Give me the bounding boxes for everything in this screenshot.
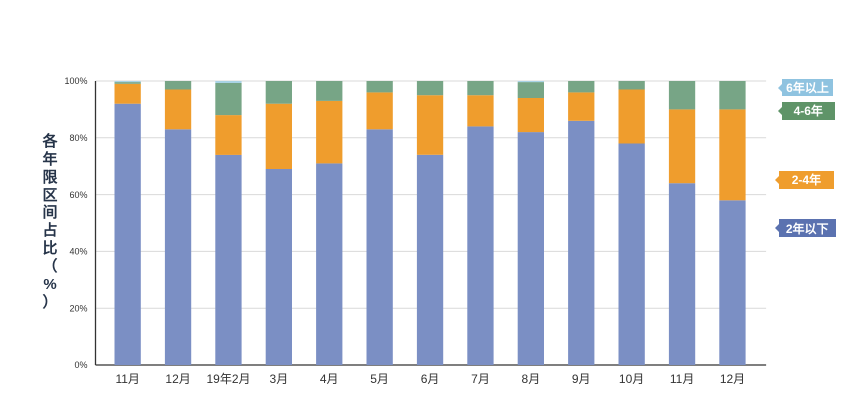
svg-text:12月: 12月 [720,372,745,386]
svg-text:12月: 12月 [165,372,190,386]
svg-text:9月: 9月 [572,372,591,386]
svg-text:4月: 4月 [320,372,339,386]
svg-text:19年2月: 19年2月 [206,372,250,386]
svg-text:0%: 0% [74,360,87,370]
svg-text:8月: 8月 [522,372,541,386]
svg-text:11月: 11月 [670,372,694,386]
svg-text:10月: 10月 [619,372,644,386]
svg-text:5月: 5月 [370,372,389,386]
svg-text:60%: 60% [69,190,87,200]
svg-text:11月: 11月 [115,372,139,386]
svg-text:100%: 100% [64,76,87,86]
svg-text:6月: 6月 [421,372,440,386]
svg-text:40%: 40% [69,247,87,257]
svg-text:80%: 80% [69,133,87,143]
svg-text:3月: 3月 [270,372,289,386]
svg-text:20%: 20% [69,303,87,313]
svg-text:7月: 7月 [471,372,490,386]
